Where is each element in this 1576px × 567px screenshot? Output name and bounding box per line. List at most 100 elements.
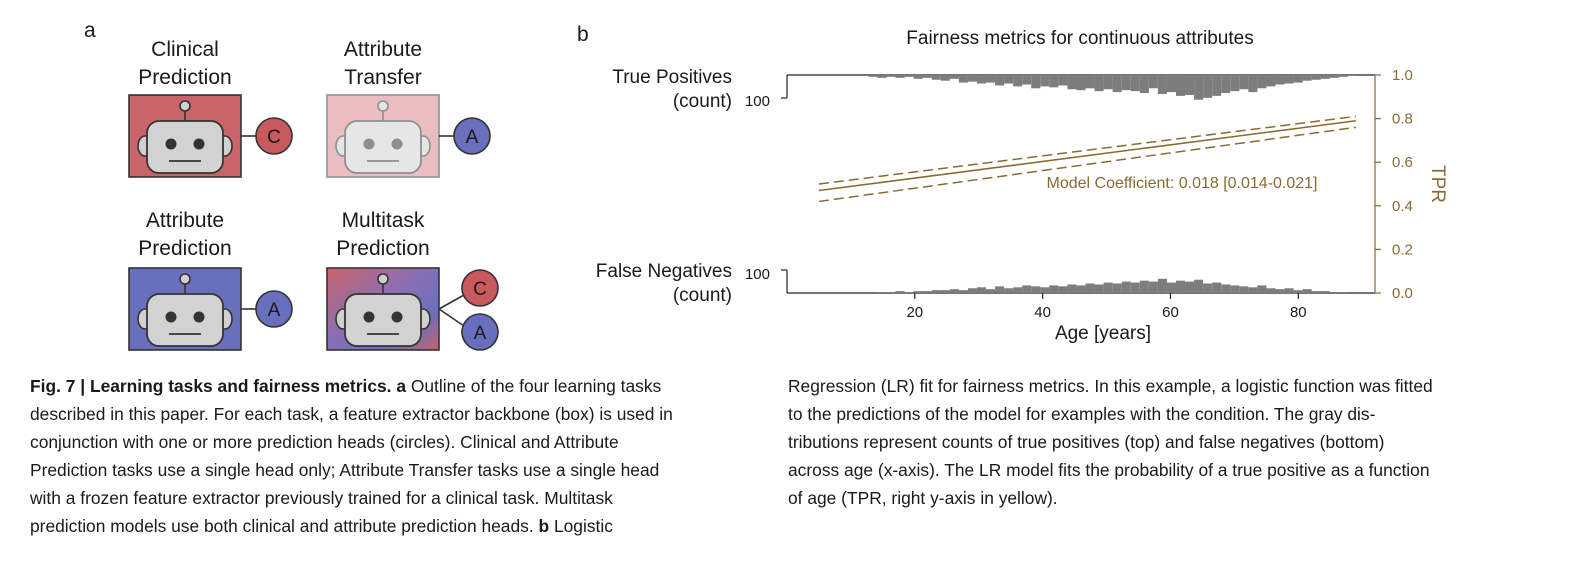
figure-caption-column-1: Fig. 7 | Learning tasks and fairness met… (30, 372, 770, 540)
fn-bar (1022, 285, 1032, 293)
caption-line: of age (TPR, right y-axis in yellow). (788, 488, 1058, 508)
tp-bar (1022, 75, 1032, 85)
tp-bar (949, 75, 959, 79)
fn-bar (877, 292, 887, 293)
fn-bar (995, 286, 1005, 293)
tp-bar (1094, 75, 1104, 92)
task-title-line2: Transfer (344, 66, 422, 89)
fn-bar (1067, 284, 1077, 293)
tp-bar (1166, 75, 1176, 93)
fn-bar (1257, 285, 1267, 293)
lr-fit-lines (818, 115, 1356, 203)
bottom-hist-tick-label: 100 (745, 266, 770, 283)
fn-bar (1103, 282, 1113, 293)
tp-bar (931, 75, 941, 80)
tp-bar (1185, 75, 1195, 95)
caption-line: conjunction with one or more prediction … (30, 432, 619, 452)
tp-bar (940, 75, 950, 81)
task-title-line2: Prediction (138, 237, 232, 260)
tp-bar (1194, 75, 1204, 100)
tp-bar (1239, 75, 1249, 90)
caption-line: with a frozen feature extractor previous… (30, 488, 613, 508)
fn-bar (958, 290, 968, 293)
tp-bar (1347, 75, 1357, 76)
tp-bar (976, 75, 987, 84)
fn-bar (1076, 285, 1086, 293)
head-circle-attribute-transfer: A (453, 117, 491, 155)
fn-bar (1013, 287, 1023, 293)
tp-bar (1257, 75, 1267, 89)
x-tick-label: 40 (1034, 304, 1051, 321)
tp-bar (1148, 75, 1158, 89)
fn-bar (931, 290, 941, 293)
backbone-box-frozen (326, 94, 440, 178)
head-circle-multitask-clinical: C (461, 269, 499, 307)
tp-bar (1085, 75, 1095, 89)
caption-line: Fig. 7 | Learning tasks and fairness met… (30, 372, 770, 400)
tp-bar (1103, 75, 1113, 90)
fn-bar (913, 291, 923, 293)
chart-title: Fairness metrics for continuous attribut… (906, 28, 1253, 49)
top-hist-label-line1: True Positives (612, 67, 732, 88)
lr-fit-line (818, 120, 1356, 192)
head-circle-multitask-attribute: A (461, 313, 499, 351)
fn-bar (1212, 282, 1222, 293)
head-label: A (474, 323, 487, 344)
caption-text: prediction models use both clinical and … (30, 516, 539, 536)
head-circle-attribute: A (255, 290, 293, 328)
fn-bar (1203, 283, 1213, 293)
lr-ci-line (818, 115, 1356, 185)
fn-bar (986, 289, 996, 293)
caption-line: prediction models use both clinical and … (30, 512, 770, 540)
y-tick-label: 1.0 (1392, 67, 1413, 84)
tp-bar (886, 75, 896, 77)
x-axis-label: Age [years] (1055, 323, 1151, 344)
tp-bar (913, 75, 923, 79)
fn-bar (904, 292, 914, 293)
fn-bar (922, 291, 932, 293)
tp-bar (1013, 75, 1023, 87)
tp-bar (1221, 75, 1231, 94)
lr-ci-line (818, 126, 1356, 203)
tp-bar (1139, 75, 1149, 94)
tp-bar (895, 75, 905, 78)
fn-bar (1302, 289, 1312, 293)
fn-bar (967, 288, 977, 293)
tp-bar (995, 75, 1005, 86)
fn-bar (1284, 288, 1294, 293)
fn-bar (1004, 288, 1014, 293)
head-circle-clinical: C (255, 117, 293, 155)
fn-bar (1221, 284, 1231, 293)
fn-bar (1329, 292, 1339, 293)
tp-bar (1329, 75, 1339, 78)
caption-line: Prediction tasks use a single head only;… (30, 460, 660, 480)
fn-bar (1049, 285, 1059, 293)
task-title-attribute-prediction: Attribute Prediction (95, 207, 275, 263)
bottom-hist-label-line2: (count) (673, 285, 732, 306)
fn-bar (1031, 286, 1041, 293)
backbone-box-attribute (128, 267, 242, 351)
fn-bar (1338, 292, 1348, 293)
caption-text: Outline of the four learning tasks (406, 376, 662, 396)
backbone-box-clinical (128, 94, 242, 178)
y-tick-label: 0.2 (1392, 241, 1413, 258)
fn-bar (1040, 287, 1050, 293)
task-title-line2: Prediction (336, 237, 430, 260)
bottom-hist-label-line1: False Negatives (596, 261, 732, 282)
tp-bar (1293, 75, 1303, 83)
figure-caption-column-2: Regression (LR) fit for fairness metrics… (788, 372, 1528, 512)
caption-line: described in this paper. For each task, … (30, 404, 673, 424)
task-title-line2: Prediction (138, 66, 232, 89)
top-hist-label-line2: (count) (673, 91, 732, 112)
tp-bar (1040, 75, 1050, 87)
x-tick-label: 20 (906, 304, 923, 321)
right-y-axis-label: TPR (1427, 165, 1448, 203)
fn-bar (1194, 279, 1204, 293)
task-title-attribute-transfer: Attribute Transfer (293, 36, 473, 92)
tp-bar (1284, 75, 1294, 84)
tp-bar (1212, 75, 1222, 96)
caption-text: Logistic (549, 516, 613, 536)
tp-bar (1049, 75, 1059, 88)
tp-bar (1004, 75, 1014, 84)
x-axis-ticks: 20 40 60 80 (906, 293, 1307, 321)
